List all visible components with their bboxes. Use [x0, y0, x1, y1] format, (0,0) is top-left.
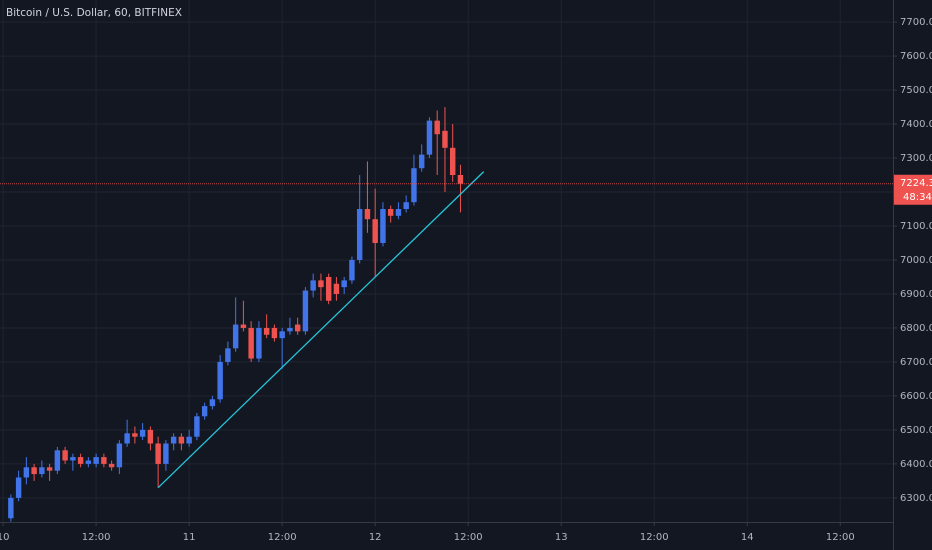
candle-body: [256, 327, 262, 359]
candle-body: [232, 324, 239, 349]
candle-body: [341, 280, 347, 288]
candle-body: [124, 433, 130, 444]
candle-body: [349, 259, 355, 281]
candle-body: [426, 120, 433, 155]
y-tick-label: 7400.0: [900, 119, 932, 130]
last-price-box: [894, 174, 932, 205]
candle-body: [54, 450, 61, 471]
candle-body: [395, 209, 402, 216]
candle-body: [62, 450, 68, 461]
y-tick-label: 6600.0: [900, 391, 932, 402]
x-tick-label: 12:00: [826, 532, 855, 543]
candle-body: [15, 477, 22, 498]
candle-body: [240, 324, 247, 328]
candle-body: [70, 457, 76, 461]
candles: [0, 107, 893, 522]
x-tick-label: 12:00: [82, 532, 111, 543]
candle-body: [271, 327, 278, 339]
candle-body: [449, 147, 456, 176]
y-tick-label: 7500.0: [900, 85, 932, 96]
y-tick-label: 7000.0: [900, 255, 932, 266]
x-tick-label: 10: [0, 532, 9, 543]
candle-body: [325, 276, 332, 301]
y-tick-label: 6900.0: [900, 289, 932, 300]
candle-body: [186, 436, 192, 444]
candle-body: [85, 460, 92, 464]
candle-body: [132, 433, 138, 437]
candle-body: [411, 168, 417, 203]
last-price-label: 7224.3: [900, 178, 932, 189]
trendline: [157, 171, 485, 489]
y-tick-label: 7700.0: [900, 17, 932, 28]
candle-body: [101, 457, 107, 464]
candle-body: [364, 209, 371, 220]
candle-body: [93, 457, 99, 464]
candle-body: [263, 327, 270, 335]
x-tick-label: 11: [183, 532, 196, 543]
candle-body: [287, 327, 293, 332]
grid: [0, 0, 893, 522]
y-tick-label: 6700.0: [900, 357, 932, 368]
countdown-label: 48:34: [903, 192, 932, 203]
candle-body: [46, 467, 53, 471]
y-tick-label: 6400.0: [900, 459, 932, 470]
candle-body: [201, 406, 208, 417]
chart-title: Bitcoin / U.S. Dollar, 60, BITFINEX: [6, 7, 182, 19]
candle-body: [77, 457, 84, 464]
candle-body: [279, 331, 285, 339]
y-tick-label: 6300.0: [900, 493, 932, 504]
candle-body: [434, 120, 440, 135]
candle-body: [194, 416, 200, 437]
candle-body: [442, 130, 448, 148]
candle-body: [457, 175, 464, 184]
candle-body: [116, 443, 123, 468]
candle-body: [163, 443, 169, 464]
candle-body: [108, 463, 115, 468]
candle-body: [356, 209, 363, 260]
y-tick-label: 7100.0: [900, 221, 932, 232]
y-tick-label: 7600.0: [900, 51, 932, 62]
x-tick-label: 12:00: [268, 532, 297, 543]
candle-body: [380, 209, 386, 243]
candle-body: [372, 219, 378, 243]
candle-body: [209, 399, 216, 407]
candle-body: [333, 283, 340, 294]
candle-body: [155, 443, 161, 464]
x-tick-label: 12:00: [640, 532, 669, 543]
candle-body: [403, 202, 409, 210]
candle-body: [8, 497, 14, 519]
candle-body: [139, 429, 146, 437]
candle-body: [170, 436, 177, 444]
candle-body: [294, 324, 301, 332]
candle-body: [31, 467, 37, 475]
candle-body: [225, 348, 231, 362]
candle-body: [147, 429, 154, 444]
candle-body: [387, 209, 394, 216]
candle-body: [318, 280, 324, 288]
candle-body: [302, 290, 309, 332]
candle-body: [248, 327, 254, 359]
candle-body: [310, 280, 316, 291]
candle-body: [217, 361, 223, 400]
y-tick-label: 7300.0: [900, 153, 932, 164]
candle-body: [418, 154, 425, 169]
x-tick-label: 14: [741, 532, 754, 543]
x-tick-label: 12: [369, 532, 382, 543]
candle-body: [39, 467, 45, 475]
y-tick-label: 6500.0: [900, 425, 932, 436]
candle-body: [23, 467, 30, 478]
x-tick-label: 12:00: [454, 532, 483, 543]
candle-body: [178, 436, 185, 444]
y-tick-label: 6800.0: [900, 323, 932, 334]
x-tick-label: 13: [555, 532, 568, 543]
